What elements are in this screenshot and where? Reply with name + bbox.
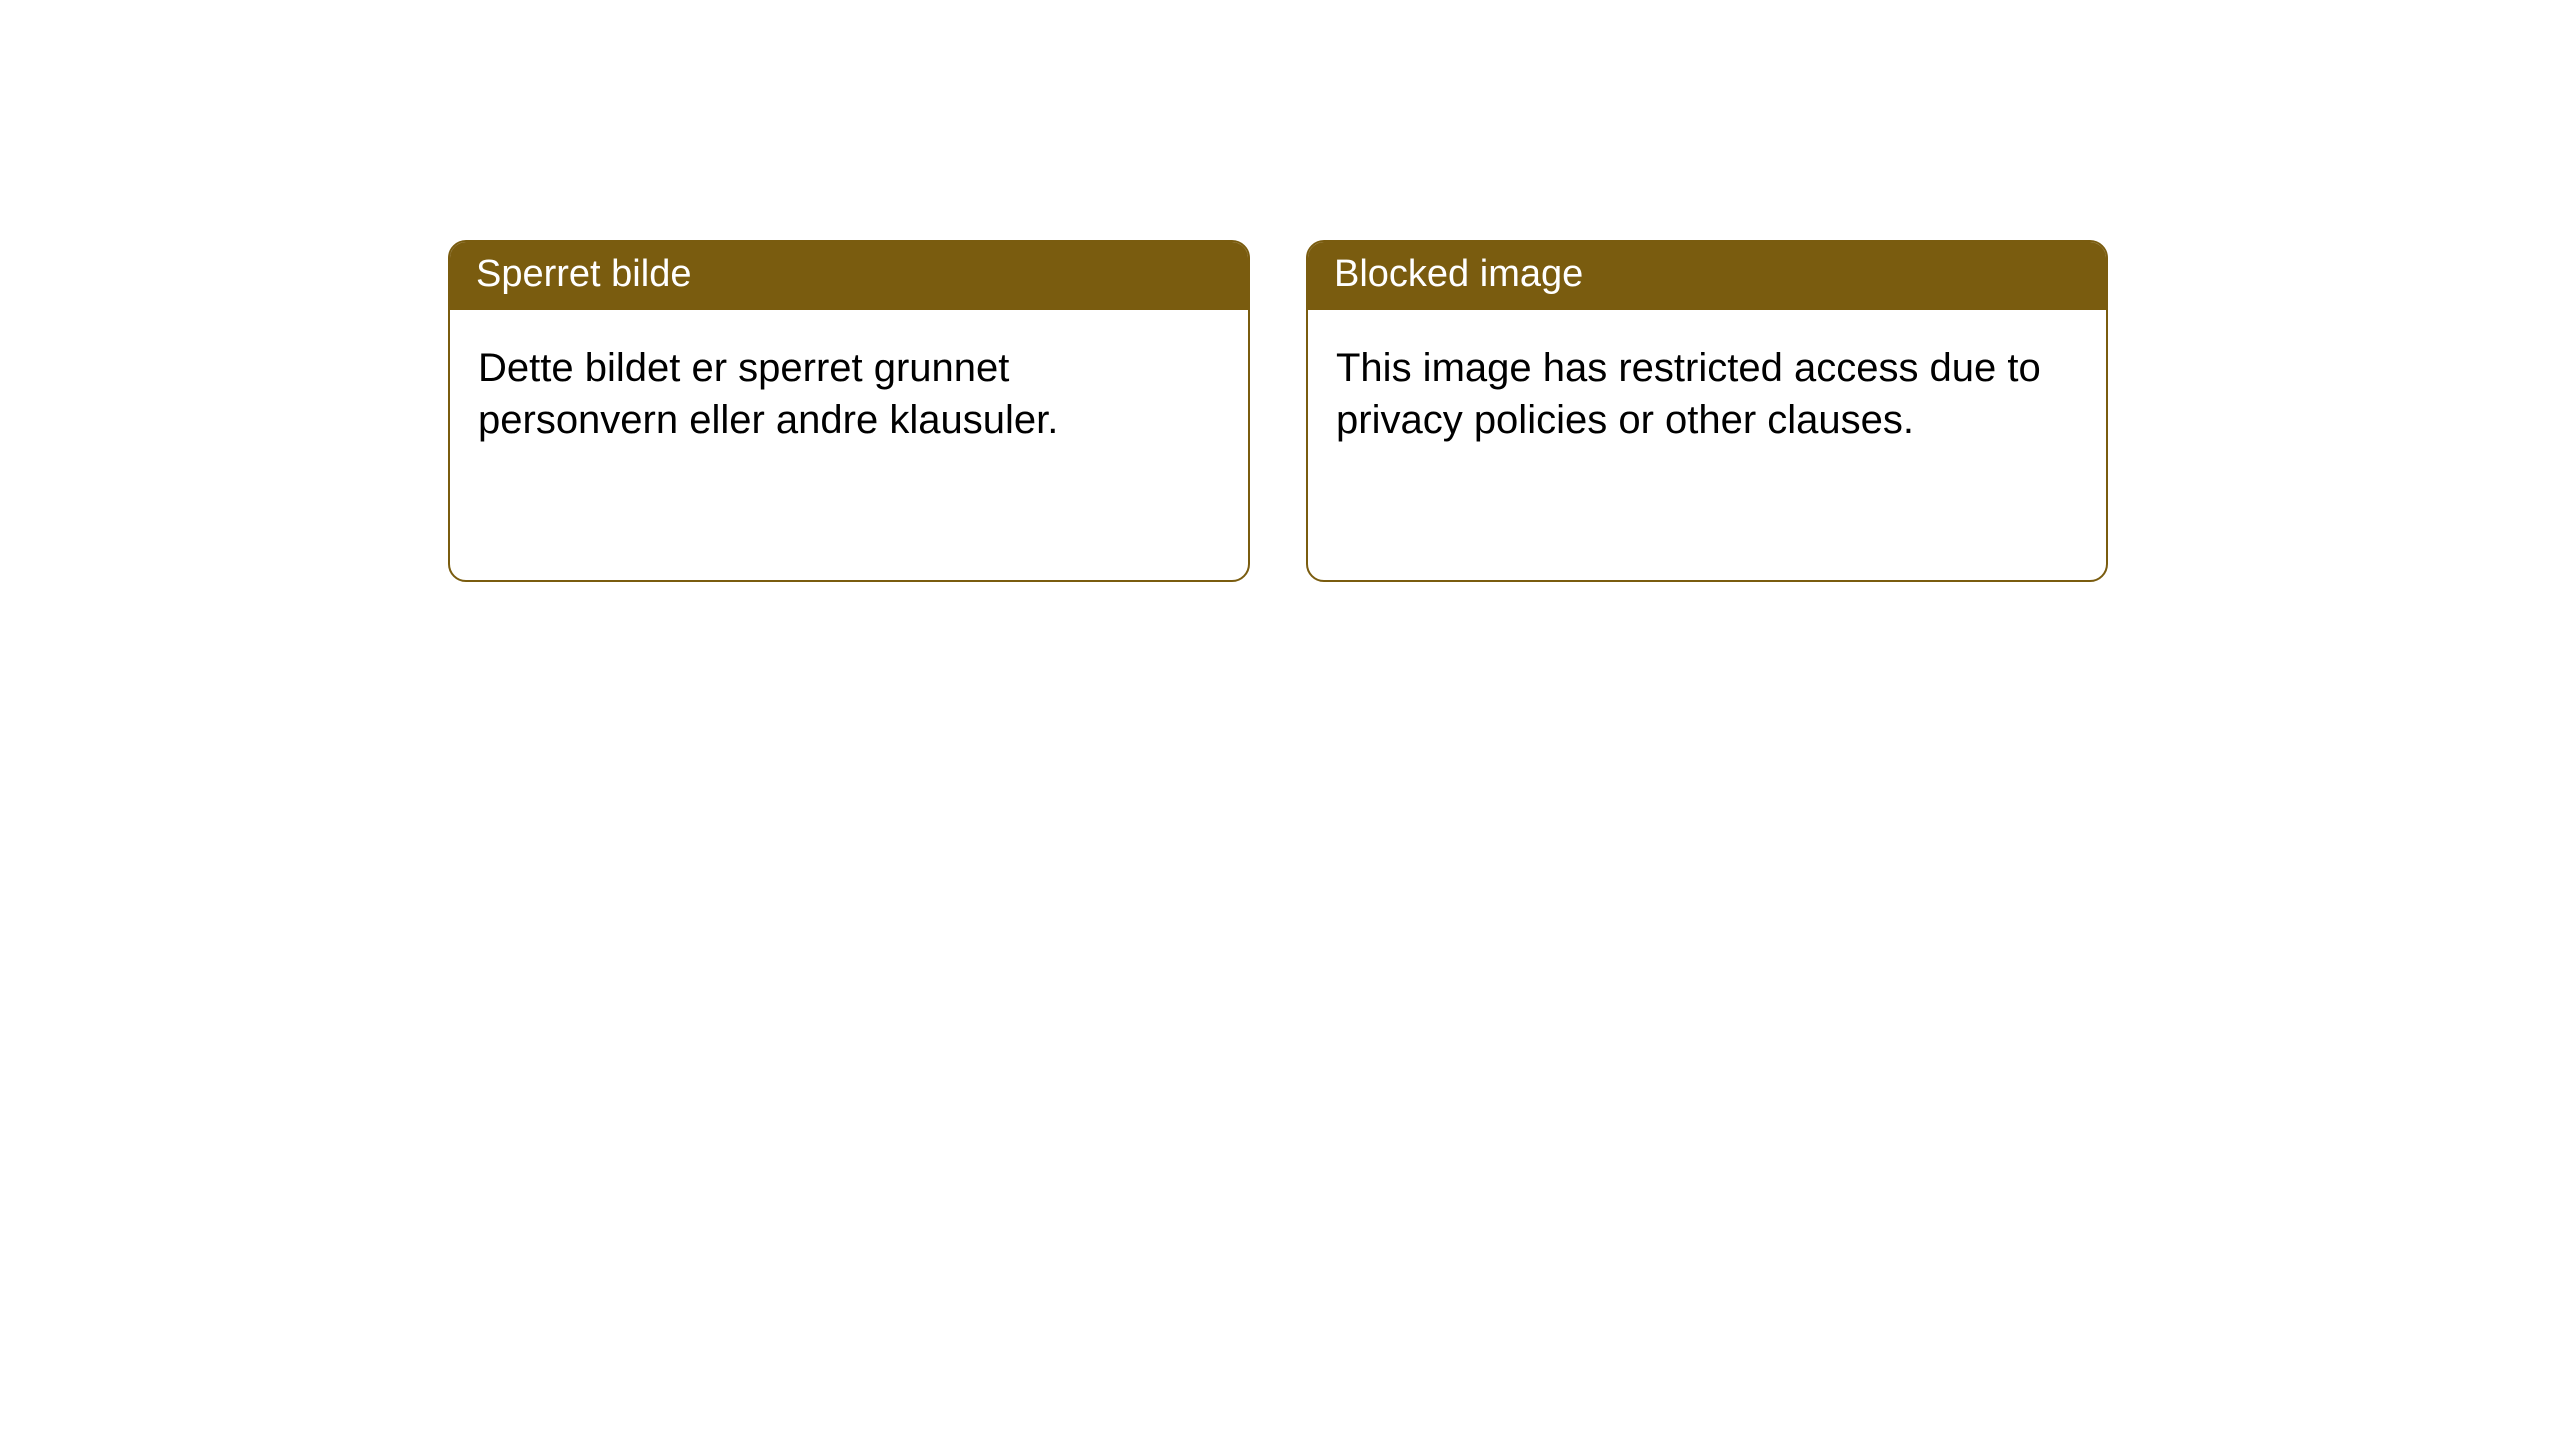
notice-card-title: Blocked image: [1308, 242, 2106, 310]
notice-card-body: Dette bildet er sperret grunnet personve…: [450, 310, 1248, 580]
notice-card-norwegian: Sperret bilde Dette bildet er sperret gr…: [448, 240, 1250, 582]
notice-card-english: Blocked image This image has restricted …: [1306, 240, 2108, 582]
notice-container: Sperret bilde Dette bildet er sperret gr…: [0, 0, 2560, 582]
notice-card-body: This image has restricted access due to …: [1308, 310, 2106, 580]
notice-card-title: Sperret bilde: [450, 242, 1248, 310]
